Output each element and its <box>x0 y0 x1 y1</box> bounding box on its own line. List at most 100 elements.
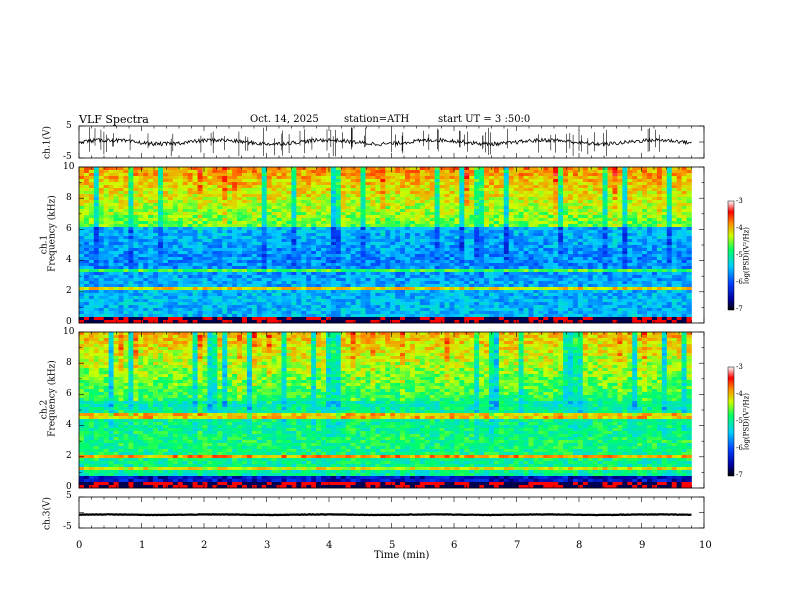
spectrogram-cell <box>686 242 692 246</box>
spectrogram-cell <box>330 206 337 210</box>
spectrogram-cell <box>222 260 228 264</box>
spectrogram-cell <box>676 236 682 240</box>
spectrogram-cell <box>439 227 445 231</box>
spectrogram-cell <box>291 191 297 195</box>
spectrogram-cell <box>79 257 85 261</box>
spectrogram-cell <box>503 200 510 204</box>
spectrogram-cell <box>651 281 658 285</box>
spectrogram-cell <box>454 200 460 204</box>
spectrogram-cell <box>266 239 272 243</box>
spectrogram-cell <box>316 272 322 276</box>
spectrogram-cell <box>148 179 154 183</box>
spectrogram-cell <box>306 257 312 261</box>
spectrogram-cell <box>158 224 164 228</box>
spectrogram-cell <box>434 284 440 288</box>
spectrogram-cell <box>647 182 653 186</box>
spectrogram-cell <box>553 251 559 255</box>
spectrogram-cell <box>158 266 164 270</box>
spectrogram-cell <box>182 191 188 195</box>
spectrogram-cell <box>192 176 198 180</box>
spectrogram-cell <box>360 269 366 273</box>
spectrogram-cell <box>548 278 554 282</box>
spectrogram-cell <box>207 194 213 198</box>
spectrogram-cell <box>612 218 618 222</box>
spectrogram-cell <box>592 203 598 207</box>
spectrogram-cell <box>518 257 524 261</box>
spectrogram-cell <box>276 170 282 174</box>
spectrogram-cell <box>592 218 598 222</box>
spectrogram-cell <box>360 272 366 276</box>
spectrogram-cell <box>276 203 282 207</box>
spectrogram-cell <box>523 245 529 249</box>
spectrogram-cell <box>192 242 198 246</box>
spectrogram-cell <box>513 215 519 219</box>
spectrogram-cell <box>197 257 203 261</box>
spectrogram-cell <box>281 236 287 240</box>
spectrogram-cell <box>602 179 608 183</box>
spectrogram-cell <box>548 200 554 204</box>
spectrogram-cell <box>661 215 668 219</box>
spectrogram-cell <box>469 266 475 270</box>
spectrogram-cell <box>222 239 228 243</box>
spectrogram-cell <box>563 245 569 249</box>
spectrogram-cell <box>182 200 188 204</box>
ch3-wave-ytick-bottom: -5 <box>63 522 72 532</box>
spectrogram-cell <box>286 284 292 288</box>
spectrogram-cell <box>380 239 386 243</box>
spectrogram-cell <box>617 263 623 267</box>
spectrogram-cell <box>405 272 411 276</box>
spectrogram-cell <box>335 245 342 249</box>
spectrogram-cell <box>286 185 292 189</box>
spectrogram-cell <box>424 167 431 171</box>
spectrogram-cell <box>469 191 475 195</box>
spectrogram-cell <box>528 200 534 204</box>
spectrogram-cell <box>548 233 554 237</box>
spectrogram-cell <box>276 188 282 192</box>
spectrogram-cell <box>577 227 584 231</box>
spectrogram-cell <box>424 242 431 246</box>
spectrogram-cell <box>325 218 332 222</box>
spectrogram-cell <box>187 200 193 204</box>
spectrogram-cell <box>375 176 381 180</box>
spectrogram-cell <box>568 221 574 225</box>
spectrogram-cell <box>350 179 356 183</box>
spectrogram-cell <box>400 242 406 246</box>
spectrogram-cell <box>266 257 272 261</box>
spectrogram-cell <box>325 185 332 189</box>
spectrogram-cell <box>153 251 159 255</box>
spectrogram-cell <box>246 260 253 264</box>
spectrogram-cell <box>439 194 445 198</box>
spectrogram-cell <box>261 257 267 261</box>
spectrogram-cell <box>113 212 119 216</box>
spectrogram-cell <box>568 167 574 171</box>
spectrogram-cell <box>360 263 366 267</box>
spectrogram-cell <box>237 284 243 288</box>
spectrogram-cell <box>192 182 198 186</box>
spectrogram-cell <box>375 266 381 270</box>
spectrogram-cell <box>493 281 500 285</box>
spectrogram-cell <box>375 185 381 189</box>
spectrogram-cell <box>232 278 238 282</box>
spectrogram-cell <box>217 269 223 273</box>
spectrogram-cell <box>237 167 243 171</box>
spectrogram-cell <box>414 284 421 288</box>
spectrogram-cell <box>572 272 579 276</box>
spectrogram-cell <box>409 188 416 192</box>
spectrogram-cell <box>661 173 668 177</box>
spectrogram-cell <box>439 200 445 204</box>
spectrogram-cell <box>128 233 134 237</box>
spectrogram-cell <box>558 203 564 207</box>
spectrogram-cell <box>405 218 411 222</box>
spectrogram-cell <box>246 176 253 180</box>
spectrogram-cell <box>271 260 277 264</box>
spectrogram-cell <box>138 215 144 219</box>
spectrogram-cell <box>345 245 351 249</box>
spectrogram-cell <box>138 176 144 180</box>
spectrogram-cell <box>563 257 569 261</box>
spectrogram-cell <box>350 281 356 285</box>
spectrogram-cell <box>375 206 381 210</box>
spectrogram-cell <box>385 191 391 195</box>
spectrogram-cell <box>439 233 445 237</box>
spectrogram-cell <box>79 167 85 171</box>
spectrogram-cell <box>582 182 589 186</box>
